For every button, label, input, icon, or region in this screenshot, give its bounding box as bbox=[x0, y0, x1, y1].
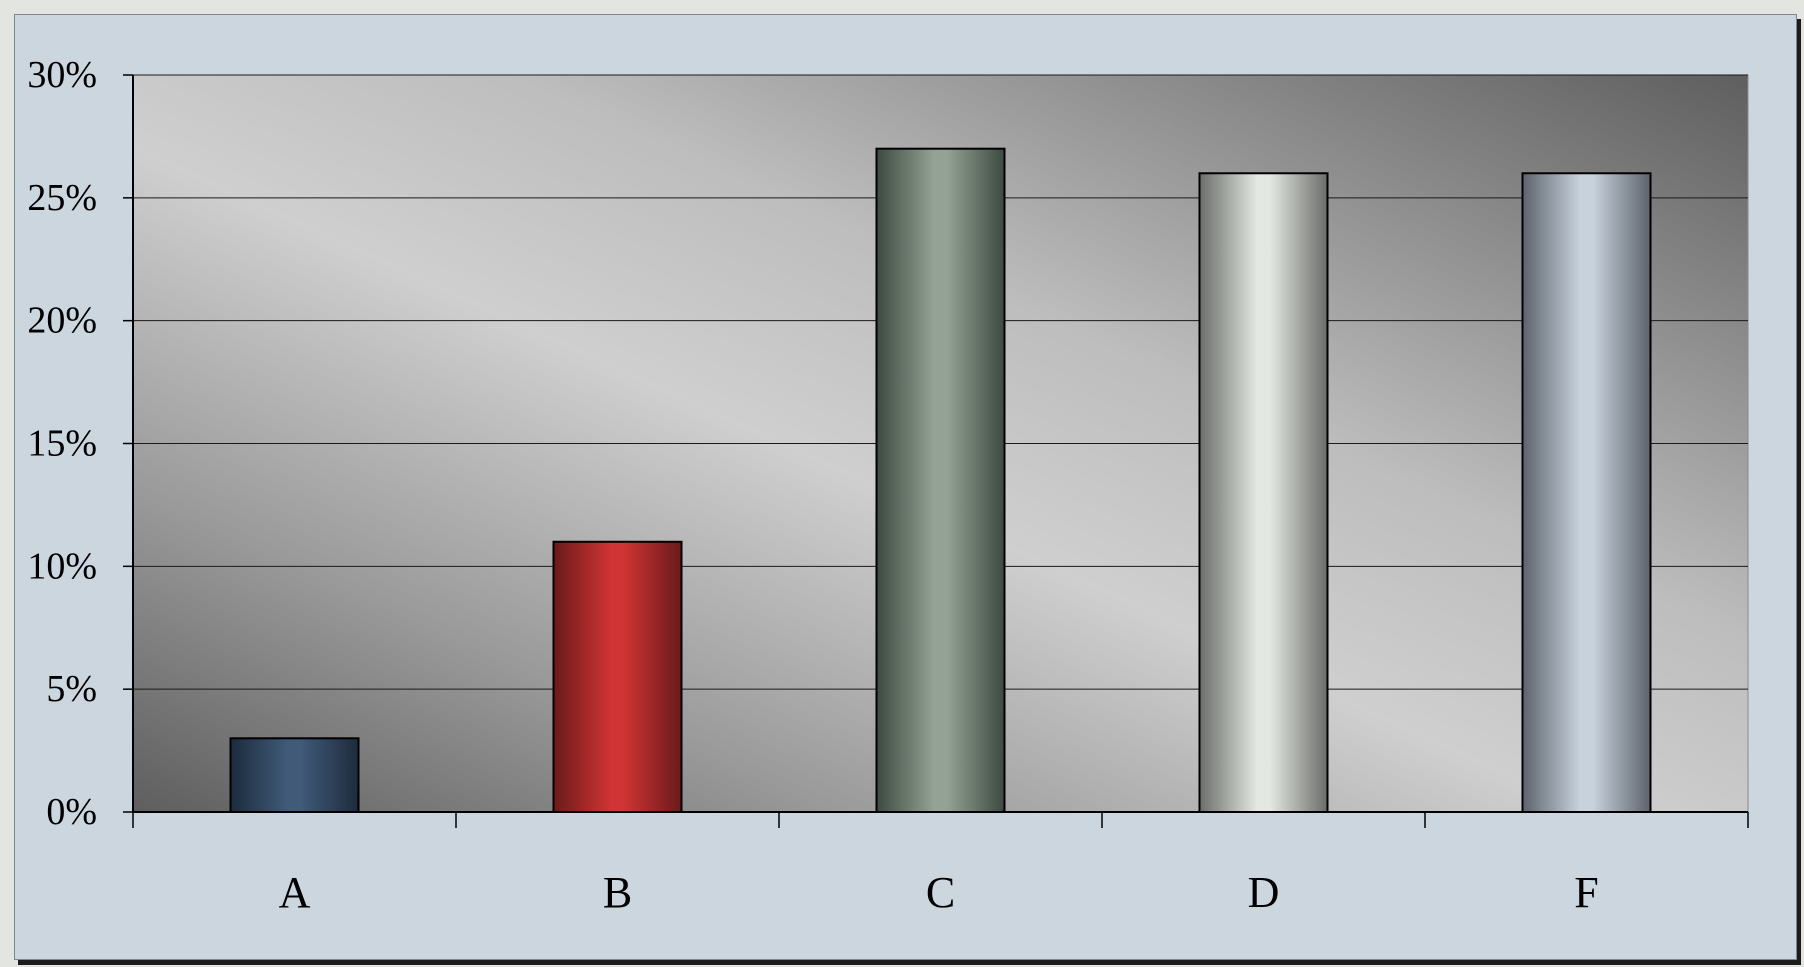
y-tick-labels: 0% 5% 10% 15% 20% 25% 30% bbox=[27, 54, 97, 833]
x-tick-label: B bbox=[603, 868, 632, 917]
y-tick-label: 30% bbox=[27, 54, 97, 96]
axes bbox=[123, 74, 1749, 828]
bar-d bbox=[1198, 172, 1329, 813]
bar-f bbox=[1521, 172, 1652, 813]
bar-a bbox=[229, 737, 360, 813]
y-tick-label: 5% bbox=[46, 668, 97, 710]
y-tick-label: 20% bbox=[27, 300, 97, 342]
x-tick-label: A bbox=[279, 868, 311, 917]
y-tick-label: 10% bbox=[27, 545, 97, 587]
x-tick-label: C bbox=[926, 868, 955, 917]
bars bbox=[229, 147, 1652, 813]
x-tick-label: F bbox=[1574, 868, 1598, 917]
y-tick-label: 15% bbox=[27, 423, 97, 465]
y-tick-label: 25% bbox=[27, 177, 97, 219]
y-tick-label: 0% bbox=[46, 791, 97, 833]
bar-c bbox=[875, 147, 1006, 813]
bar-b bbox=[552, 540, 683, 813]
x-tick-label: D bbox=[1248, 868, 1280, 917]
